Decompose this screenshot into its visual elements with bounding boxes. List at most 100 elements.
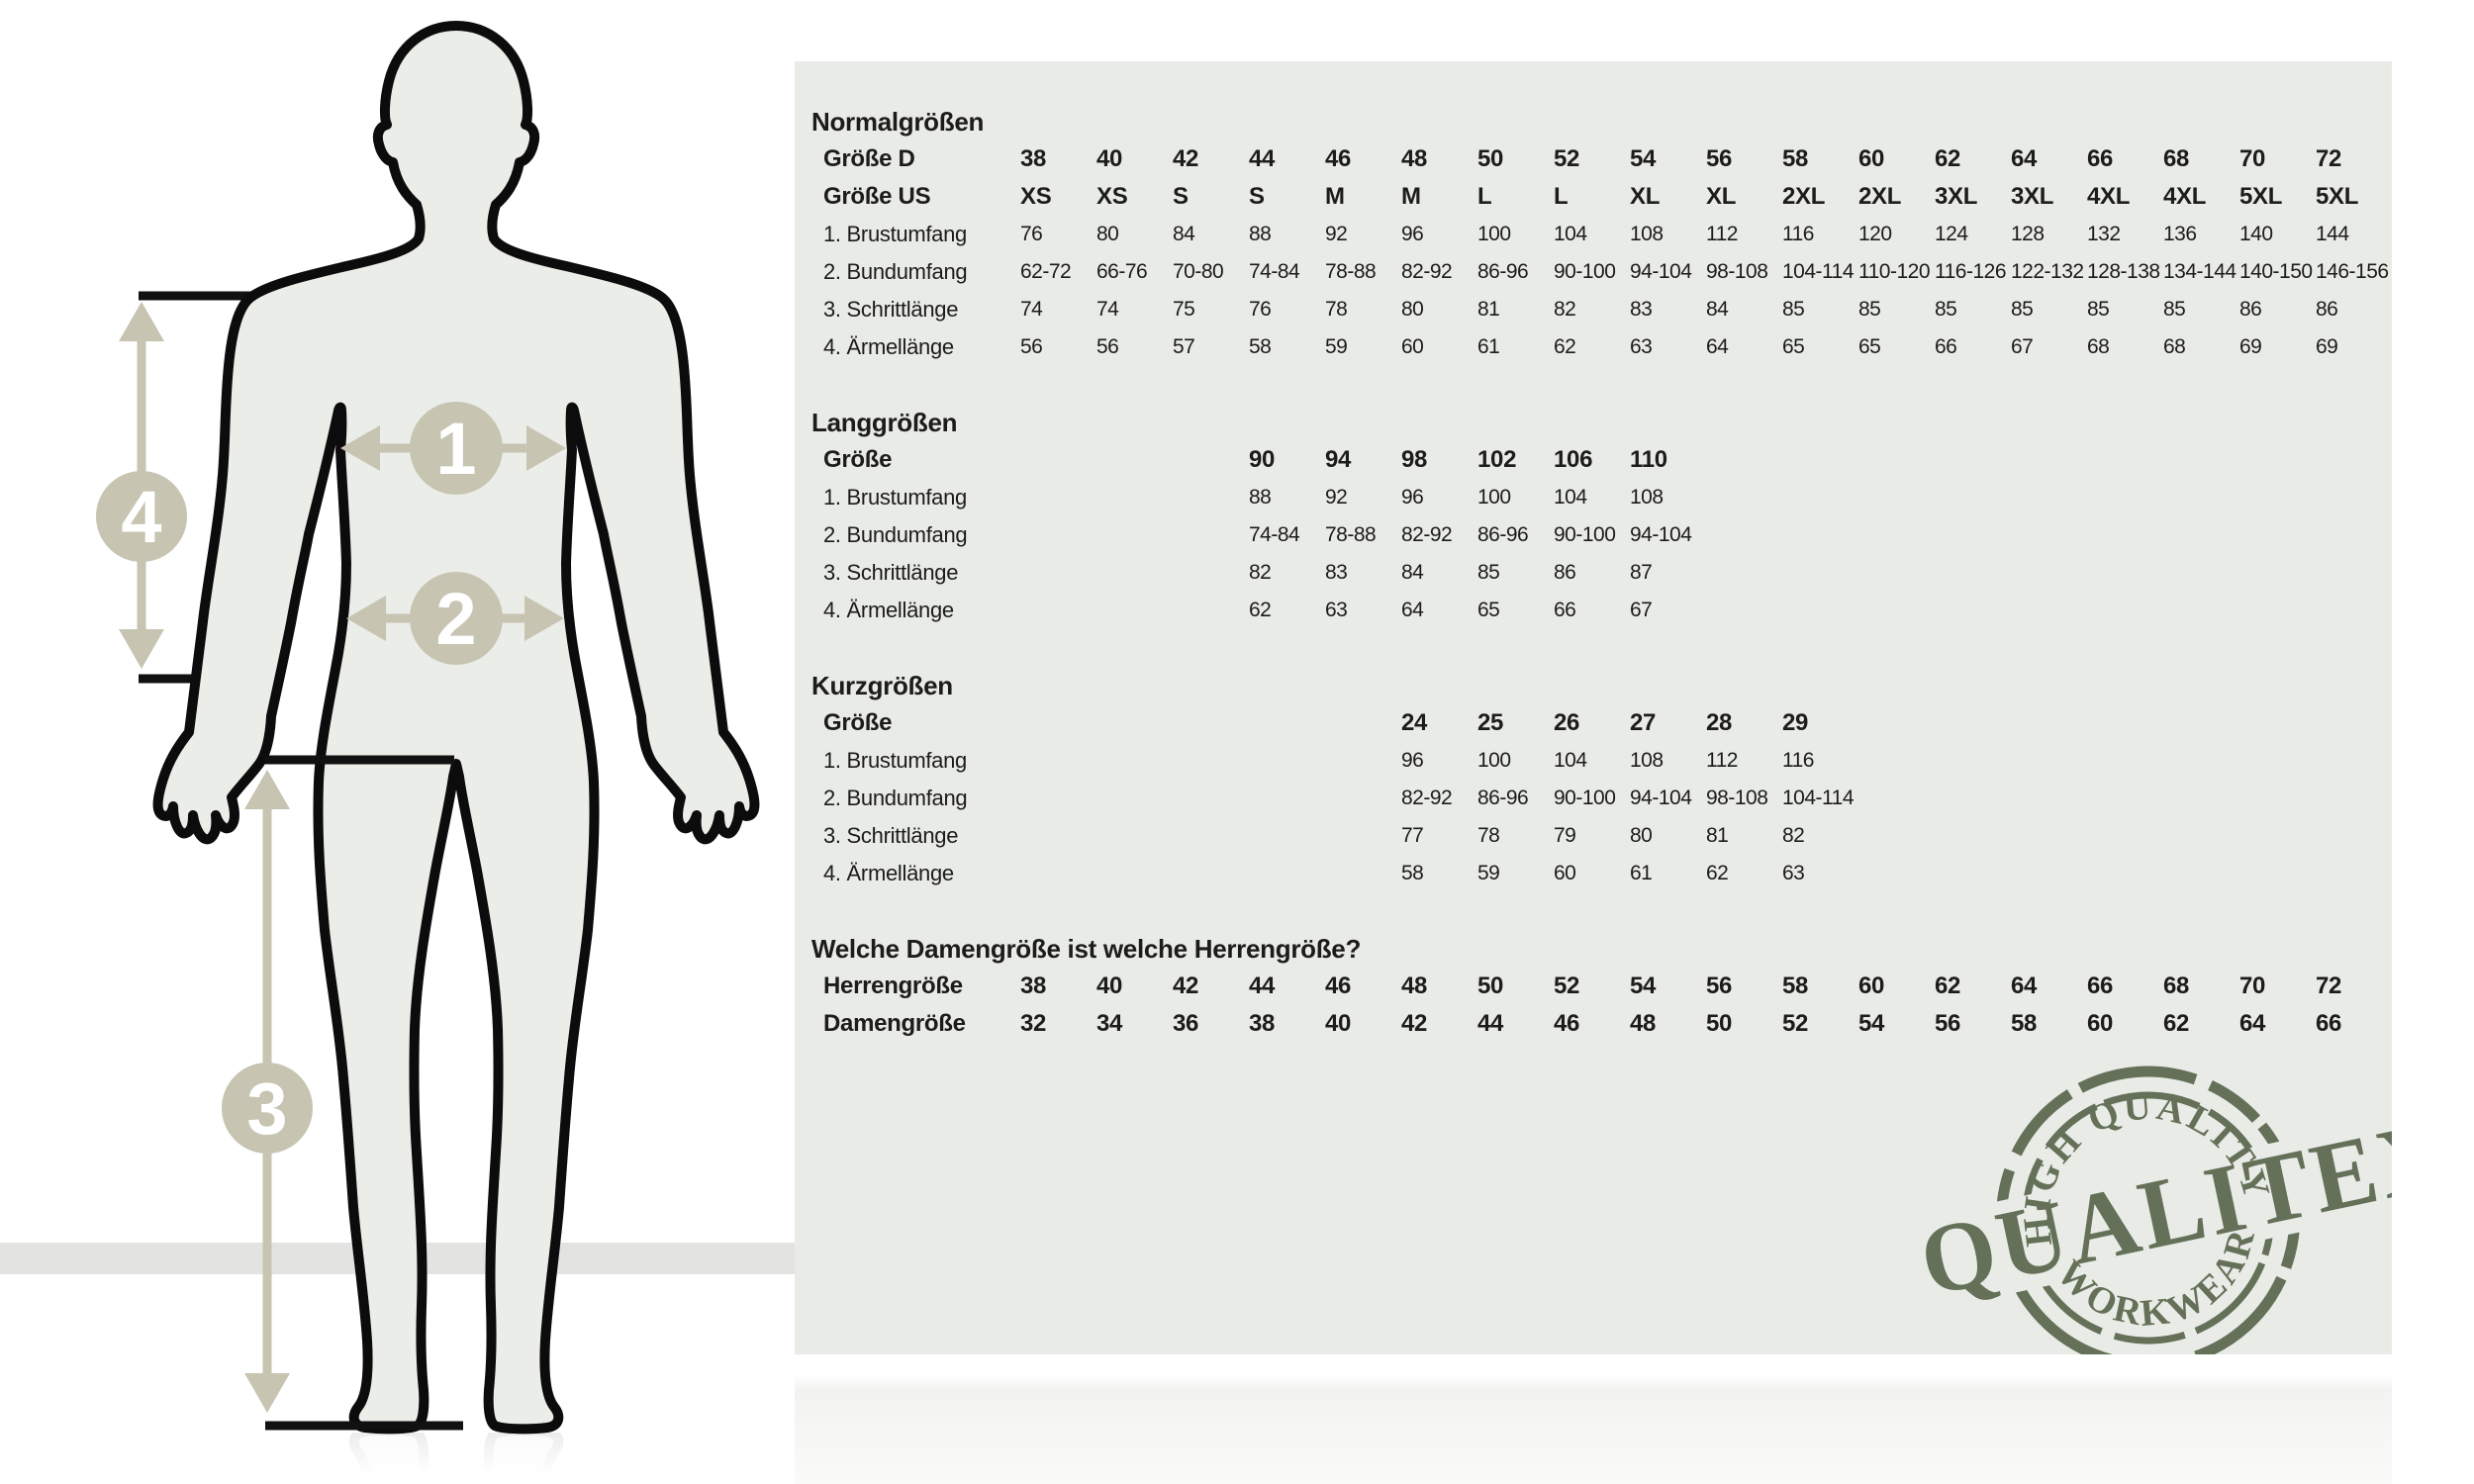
size-cell: 28 xyxy=(1706,709,1733,736)
size-cell: 34 xyxy=(1096,1010,1123,1037)
size-cell: 36 xyxy=(1173,1010,1199,1037)
size-cell: 44 xyxy=(1477,1010,1504,1037)
size-cell: 82 xyxy=(1249,561,1272,584)
size-cell: 38 xyxy=(1020,973,1047,999)
size-cell: 82-92 xyxy=(1401,523,1453,546)
size-cell: 100 xyxy=(1477,749,1511,772)
row-label: 2. Bundumfang xyxy=(823,259,968,284)
row-label: Größe D xyxy=(823,145,915,172)
size-cell: 94 xyxy=(1325,446,1352,473)
size-cell: 116 xyxy=(1782,223,1814,245)
size-cell: 29 xyxy=(1782,709,1809,736)
size-cell: 128 xyxy=(2011,223,2045,245)
size-cell: 96 xyxy=(1401,223,1424,245)
size-cell: 46 xyxy=(1554,1010,1580,1037)
size-cell: 76 xyxy=(1249,298,1272,321)
size-cell: 58 xyxy=(1782,973,1809,999)
size-cell: 60 xyxy=(1858,973,1885,999)
size-cell: 90 xyxy=(1249,446,1276,473)
size-cell: 90-100 xyxy=(1554,523,1616,546)
size-cell: 62 xyxy=(1554,335,1576,358)
size-cell: 74-84 xyxy=(1249,523,1300,546)
size-cell: 70-80 xyxy=(1173,260,1224,283)
size-cell: 84 xyxy=(1401,561,1424,584)
size-cell: 63 xyxy=(1782,862,1805,884)
size-cell: 140-150 xyxy=(2239,260,2313,283)
size-cell: 25 xyxy=(1477,709,1504,736)
size-cell: 50 xyxy=(1706,1010,1733,1037)
body-measurement-diagram: 1 2 3 4 xyxy=(0,0,802,1484)
marker-circle-3 xyxy=(222,1063,313,1154)
size-cell: 78-88 xyxy=(1325,523,1377,546)
size-cell: 38 xyxy=(1020,145,1047,172)
size-cell: 52 xyxy=(1554,973,1580,999)
size-cell: 110-120 xyxy=(1858,260,1931,283)
size-cell: 56 xyxy=(1706,973,1733,999)
table-row: Größe D 38 40 42 44 46 48 50 52 54 56 58 60 62 64 66 68 7… xyxy=(811,140,2392,178)
section-kurzgroessen: Kurzgrößen Größe 24 25 26 27 28 29 1. Brustumfa… xyxy=(811,667,2392,892)
size-cell: 98 xyxy=(1401,446,1428,473)
table-row: 1. Brustumfang 76 80 84 88 92 96 100 104 108 112 11… xyxy=(811,216,2392,253)
row-label: 2. Bundumfang xyxy=(823,786,968,810)
size-cell: 38 xyxy=(1249,1010,1276,1037)
size-cell: 112 xyxy=(1706,749,1738,772)
size-cell: 68 xyxy=(2163,335,2186,358)
size-cell: 64 xyxy=(1401,599,1424,621)
marker-number-2: 2 xyxy=(435,578,476,660)
size-cell: 74 xyxy=(1020,298,1043,321)
size-cell: 96 xyxy=(1401,486,1424,509)
size-cell: 104 xyxy=(1554,223,1587,245)
size-cell: 136 xyxy=(2163,223,2197,245)
row-label: 3. Schrittlänge xyxy=(823,297,959,322)
size-cell: 54 xyxy=(1858,1010,1885,1037)
size-cell: 75 xyxy=(1173,298,1195,321)
size-cell: 82 xyxy=(1554,298,1576,321)
row-label: 1. Brustumfang xyxy=(823,222,967,246)
size-cell: 84 xyxy=(1173,223,1195,245)
size-cell: 2XL xyxy=(1782,183,1826,210)
size-cell: 120 xyxy=(1858,223,1892,245)
size-cell: XS xyxy=(1020,183,1052,210)
size-cell: 68 xyxy=(2087,335,2110,358)
size-cell: 66 xyxy=(2087,145,2114,172)
size-cell: 48 xyxy=(1630,1010,1657,1037)
size-cell: 3XL xyxy=(2011,183,2054,210)
size-cell: 94-104 xyxy=(1630,787,1692,809)
size-cell: 124 xyxy=(1935,223,1968,245)
size-cell: 61 xyxy=(1477,335,1500,358)
size-cell: 79 xyxy=(1554,824,1576,847)
table-row: 4. Ärmellänge 56 56 57 58 59 60 61 62 63 64 65 65 66 6… xyxy=(811,328,2392,366)
size-cell: 64 xyxy=(2239,1010,2266,1037)
row-label: Größe xyxy=(823,446,893,473)
table-row: 4. Ärmellänge 62 63 64 65 66 67 xyxy=(811,592,2392,629)
table-row: Herrengröße 38 40 42 44 46 48 50 52 54 56 58 60 62 64 6… xyxy=(811,968,2392,1005)
size-cell: L xyxy=(1477,183,1492,210)
row-label: 4. Ärmellänge xyxy=(823,598,954,622)
size-cell: 60 xyxy=(1554,862,1576,884)
size-cell: 2XL xyxy=(1858,183,1902,210)
table-row: 4. Ärmellänge 58 59 60 61 62 63 xyxy=(811,855,2392,892)
size-cell: 72 xyxy=(2316,973,2342,999)
size-cell: 85 xyxy=(1477,561,1500,584)
measure-markers: 1 2 3 4 xyxy=(96,402,503,1154)
size-cell: 61 xyxy=(1630,862,1653,884)
size-cell: 78 xyxy=(1325,298,1348,321)
section-damen-herren: Welche Damengröße ist welche Herrengröße… xyxy=(811,930,2392,1043)
qualitex-stamp-logo: HIGH QUALITY WORKWEAR QUALITEX xyxy=(1910,1061,2392,1354)
size-cell: 98-108 xyxy=(1706,787,1768,809)
size-cell: 94-104 xyxy=(1630,260,1692,283)
size-cell: 58 xyxy=(2011,1010,2038,1037)
size-cell: 66 xyxy=(2316,1010,2342,1037)
size-cell: 3XL xyxy=(1935,183,1978,210)
size-cell: 86-96 xyxy=(1477,523,1529,546)
size-cell: 81 xyxy=(1706,824,1729,847)
section-langgroessen: Langgrößen Größe 90 94 98 102 106 110 1. Brustu… xyxy=(811,404,2392,629)
size-cell: 102 xyxy=(1477,446,1517,473)
size-cell: 44 xyxy=(1249,973,1276,999)
size-cell: 62-72 xyxy=(1020,260,1072,283)
size-cell: 50 xyxy=(1477,973,1504,999)
size-cell: 42 xyxy=(1173,145,1199,172)
size-cell: 56 xyxy=(1935,1010,1961,1037)
size-cell: 42 xyxy=(1173,973,1199,999)
table-row: 2. Bundumfang 62-72 66-76 70-80 74-84 78-88 82… xyxy=(811,253,2392,291)
